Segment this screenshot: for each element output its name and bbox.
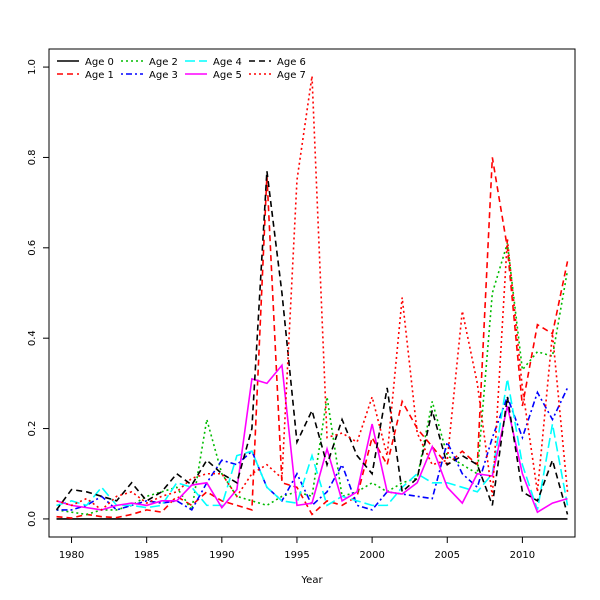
legend: Age 0 Age 1 Age 2 Age 3 Age 4 Age 5 Age 6 Age 7 [57, 57, 306, 81]
y-tick-label: 0.2 [27, 421, 38, 437]
x-tick-label: 1995 [284, 550, 309, 561]
x-axis-title: Year [300, 575, 323, 586]
y-tick-label: 1.0 [27, 59, 38, 75]
y-tick-label: 0.8 [27, 149, 38, 165]
legend-label: Age 4 [213, 57, 242, 68]
legend-label: Age 0 [85, 57, 114, 68]
series-line-age-5 [56, 363, 568, 514]
legend-label: Age 5 [213, 70, 242, 81]
legend-label: Age 3 [149, 70, 178, 81]
x-tick-label: 1990 [209, 550, 234, 561]
x-tick-label: 1985 [134, 550, 159, 561]
y-tick-label: 0.0 [27, 511, 38, 527]
x-tick-label: 2010 [510, 550, 535, 561]
series-line-age-6 [55, 170, 569, 515]
series-line-age-1 [56, 157, 569, 519]
axes: 1980 1985 1990 1995 2000 2005 2010 0.0 0.2 0.4 0.6… [27, 48, 576, 561]
series-line-age-4 [56, 378, 569, 511]
x-tick-label: 2005 [435, 550, 460, 561]
legend-label: Age 1 [85, 70, 114, 81]
x-tick-label: 2000 [359, 550, 384, 561]
series-line-age-3 [56, 387, 569, 512]
legend-label: Age 6 [277, 57, 306, 68]
plot-frame [48, 48, 576, 538]
series-line-age-7 [56, 75, 569, 511]
y-tick-label: 0.6 [27, 240, 38, 256]
plot-area [55, 75, 569, 520]
legend-label: Age 2 [149, 57, 178, 68]
y-tick-label: 0.4 [27, 330, 38, 346]
x-tick-label: 1980 [59, 550, 84, 561]
series-line-age-2 [56, 243, 569, 516]
legend-label: Age 7 [277, 70, 306, 81]
